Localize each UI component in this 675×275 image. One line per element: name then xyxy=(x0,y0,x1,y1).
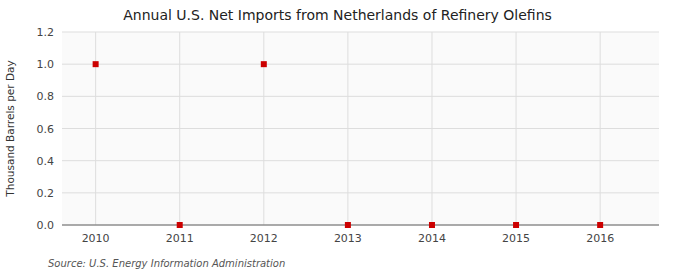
point xyxy=(513,222,519,228)
y-grid-line xyxy=(62,96,659,97)
y-tick-label: 0.2 xyxy=(37,187,55,200)
y-grid-line xyxy=(62,64,659,65)
x-tick-label: 2013 xyxy=(334,232,362,245)
points xyxy=(93,61,604,228)
x-grid-line xyxy=(600,32,601,225)
x-axis-line xyxy=(62,225,659,226)
y-grid-line xyxy=(62,225,659,226)
x-grid-line xyxy=(95,32,96,225)
x-tick-label: 2012 xyxy=(250,232,278,245)
title: Annual U.S. Net Imports from Netherlands… xyxy=(123,7,552,23)
tick-labels: 0.0 0.2 0.4 0.6 0.8 1.0 1.2 2010 2011 2012 2013 201… xyxy=(37,26,615,245)
y-grid-line xyxy=(62,32,659,33)
y-tick-label: 0.8 xyxy=(37,90,55,103)
y-tick-label: 0.6 xyxy=(37,123,55,136)
point xyxy=(177,222,183,228)
x-grid-line xyxy=(347,32,348,225)
chart: 0.0 0.2 0.4 0.6 0.8 1.0 1.2 2010 2011 2012 2013 201… xyxy=(0,0,675,275)
y-tick-label: 1.0 xyxy=(37,58,55,71)
grid xyxy=(62,32,659,225)
plot-area xyxy=(62,32,659,225)
x-tick-label: 2016 xyxy=(586,232,614,245)
x-grid-line xyxy=(179,32,180,225)
y-grid-line xyxy=(62,192,659,193)
x-grid-line xyxy=(263,32,264,225)
x-tick-label: 2010 xyxy=(82,232,110,245)
y-tick-label: 1.2 xyxy=(37,26,55,39)
x-grid-line xyxy=(431,32,432,225)
x-tick-label: 2014 xyxy=(418,232,446,245)
point xyxy=(597,222,603,228)
y-grid-line xyxy=(62,128,659,129)
x-grid-line xyxy=(516,32,517,225)
y-axis-label: Thousand Barrels per Day xyxy=(4,60,16,197)
x-tick-label: 2011 xyxy=(166,232,194,245)
point xyxy=(261,61,267,67)
y-tick-label: 0.4 xyxy=(37,155,55,168)
y-grid-line xyxy=(62,160,659,161)
point xyxy=(93,61,99,67)
source-note: Source: U.S. Energy Information Administ… xyxy=(48,258,285,269)
y-tick-label: 0.0 xyxy=(37,219,55,232)
point xyxy=(429,222,435,228)
x-tick-label: 2015 xyxy=(502,232,530,245)
point xyxy=(345,222,351,228)
